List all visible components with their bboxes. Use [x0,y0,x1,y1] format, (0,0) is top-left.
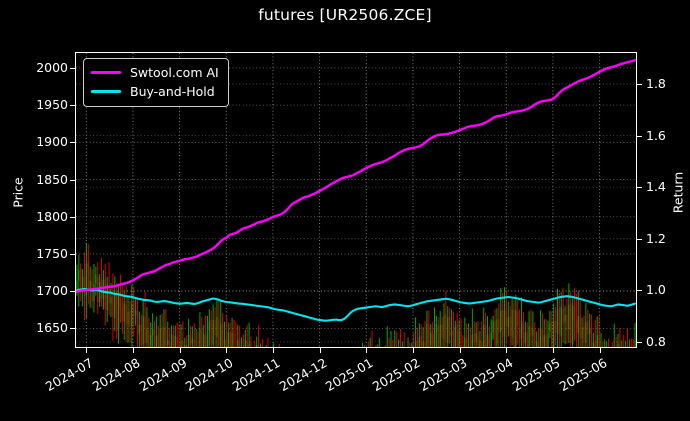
legend-item-swtool-ai: Swtool.com AI [91,63,219,82]
series-line-buy-and-hold [76,287,636,322]
chart-legend: Swtool.com AI Buy-and-Hold [83,58,229,107]
y-tick-label-return: 1.8 [646,75,666,91]
y-tick-label-price: 2000 [36,59,68,75]
y-tick-mark-right [637,187,642,189]
x-tick-mark [226,348,228,353]
y-tick-label-price: 1750 [36,245,68,261]
x-tick-mark [459,348,461,353]
legend-swatch-swtool-ai [91,71,121,74]
y-tick-mark-left [70,216,75,218]
x-tick-mark [86,348,88,353]
candlestick-series [76,242,636,347]
y-tick-label-price: 1800 [36,208,68,224]
y-tick-label-price: 1700 [36,283,68,299]
legend-item-buy-and-hold: Buy-and-Hold [91,82,219,101]
legend-label-swtool-ai: Swtool.com AI [130,65,219,80]
y-tick-mark-right [637,135,642,137]
x-tick-mark [552,348,554,353]
y-tick-label-return: 0.8 [646,333,666,349]
x-tick-mark [412,348,414,353]
y-tick-label-price: 1900 [36,134,68,150]
y-tick-mark-left [70,253,75,255]
plot-canvas [76,53,636,347]
x-tick-mark [319,348,321,353]
y-tick-mark-left [70,291,75,293]
y-tick-label-price: 1650 [36,320,68,336]
series-line-swtool-ai [76,59,636,293]
y-tick-label-return: 1.6 [646,127,666,143]
x-tick-mark [506,348,508,353]
x-tick-mark [132,348,134,353]
y-tick-label-return: 1.2 [646,230,666,246]
x-tick-mark [272,348,274,353]
legend-swatch-buy-and-hold [91,90,121,93]
chart-title: futures [UR2506.ZCE] [258,6,432,24]
y-tick-label-return: 1.0 [646,282,666,298]
y-tick-mark-left [70,179,75,181]
y-tick-mark-right [637,238,642,240]
x-tick-mark [599,348,601,353]
y-tick-mark-left [70,67,75,69]
y-tick-mark-right [637,341,642,343]
y-tick-mark-right [637,83,642,85]
y-tick-label-price: 1850 [36,171,68,187]
x-tick-mark [366,348,368,353]
y-tick-mark-left [70,142,75,144]
y-tick-label-return: 1.4 [646,179,666,195]
y-tick-mark-left [70,105,75,107]
y-tick-mark-right [637,290,642,292]
y-tick-label-price: 1950 [36,97,68,113]
x-tick-mark [179,348,181,353]
legend-label-buy-and-hold: Buy-and-Hold [130,84,215,99]
y-tick-mark-left [70,328,75,330]
